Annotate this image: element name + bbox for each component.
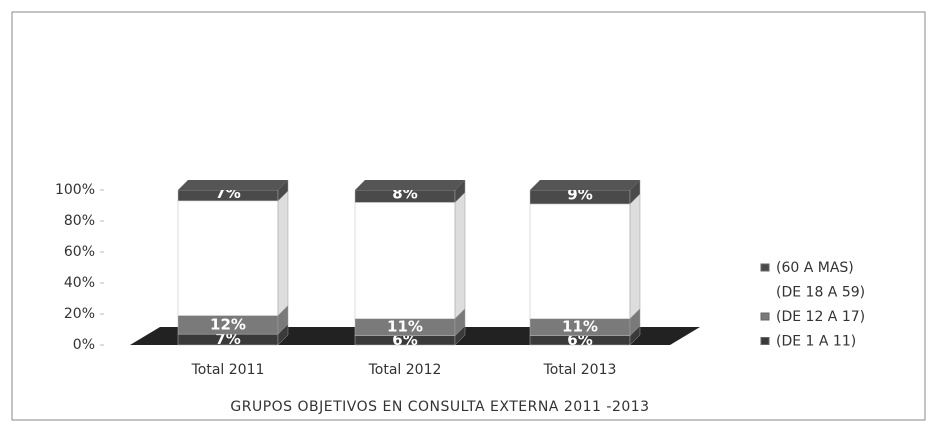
bar-side	[277, 190, 289, 317]
bar-side	[629, 179, 641, 205]
y-tick-label: 40%	[64, 275, 95, 291]
y-tick-label: 100%	[55, 182, 95, 198]
value-label: 7%	[215, 330, 240, 348]
value-label: 12%	[210, 315, 246, 333]
bar-side	[454, 191, 466, 320]
bar-top	[530, 180, 640, 190]
legend-swatch	[761, 288, 769, 296]
value-label: 11%	[387, 318, 423, 336]
legend-swatch	[760, 337, 770, 345]
legend-label: (60 A MAS)	[776, 260, 854, 276]
bar-segment	[354, 202, 456, 319]
bar-side	[629, 193, 641, 320]
chart-title: GRUPOS OBJETIVOS EN CONSULTA EXTERNA 201…	[230, 399, 649, 415]
legend-label: (DE 1 A 11)	[776, 334, 856, 350]
y-tick-label: 80%	[64, 213, 95, 229]
legend-label: (DE 12 A 17)	[776, 309, 865, 325]
legend-swatch	[760, 312, 770, 321]
legend-label: (DE 18 A 59)	[776, 285, 865, 301]
x-tick-label: Total 2013	[543, 362, 617, 378]
y-tick-label: 0%	[73, 337, 95, 353]
bar-top	[355, 180, 465, 190]
legend-swatch	[760, 263, 770, 272]
x-tick-label: Total 2011	[191, 362, 265, 378]
bar-top	[178, 180, 288, 190]
chart-frame	[11, 11, 926, 421]
bar-segment	[529, 203, 631, 319]
bar-segment	[177, 200, 279, 316]
y-tick-label: 60%	[64, 244, 95, 260]
x-tick-label: Total 2012	[368, 362, 442, 378]
value-label: 11%	[562, 318, 598, 336]
y-tick-label: 20%	[64, 306, 95, 322]
